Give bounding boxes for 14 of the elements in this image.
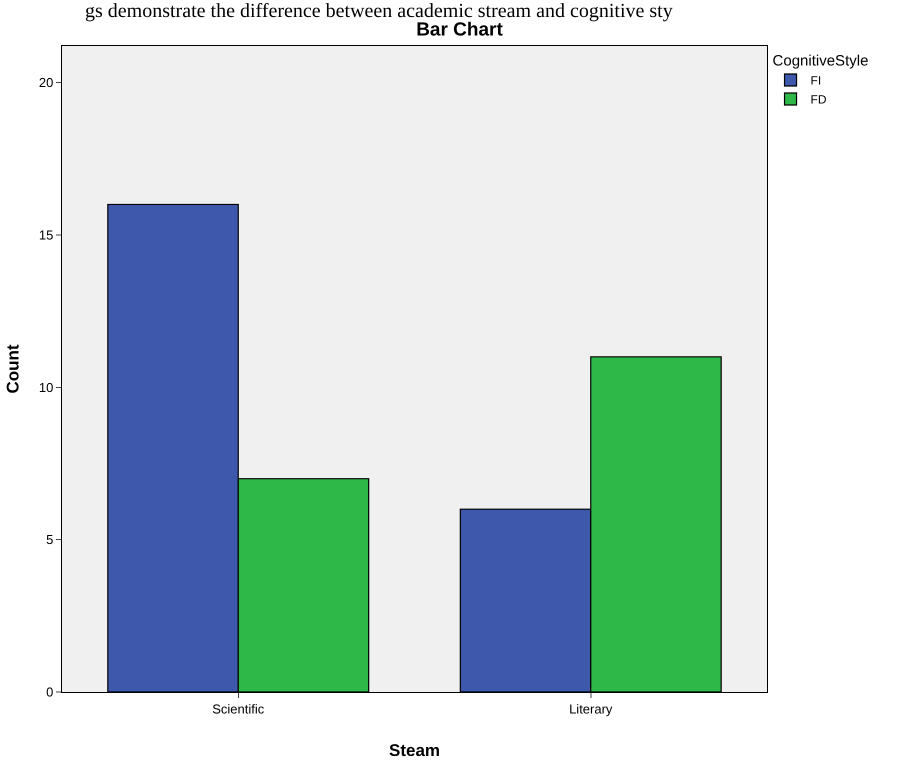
y-axis-title: Count: [3, 344, 22, 394]
x-axis-title: Steam: [388, 741, 440, 760]
y-tick-label: 15: [38, 227, 54, 242]
y-tick-label: 5: [46, 532, 54, 548]
y-tick-label: 10: [38, 380, 54, 395]
legend-label: FD: [810, 92, 827, 107]
text: gs demonstrate the difference between academic stream and cognitive sty: [85, 0, 673, 22]
legend-label: FI: [810, 74, 822, 88]
legend-title: CognitiveStyle: [772, 52, 868, 70]
x-tick-label: Scientific: [212, 702, 265, 717]
y-tick-label: 0: [46, 684, 54, 700]
chart-title: Bar Chart: [416, 19, 504, 40]
x-tick-label: Literary: [569, 702, 613, 717]
y-tick-label: 20: [38, 75, 54, 90]
